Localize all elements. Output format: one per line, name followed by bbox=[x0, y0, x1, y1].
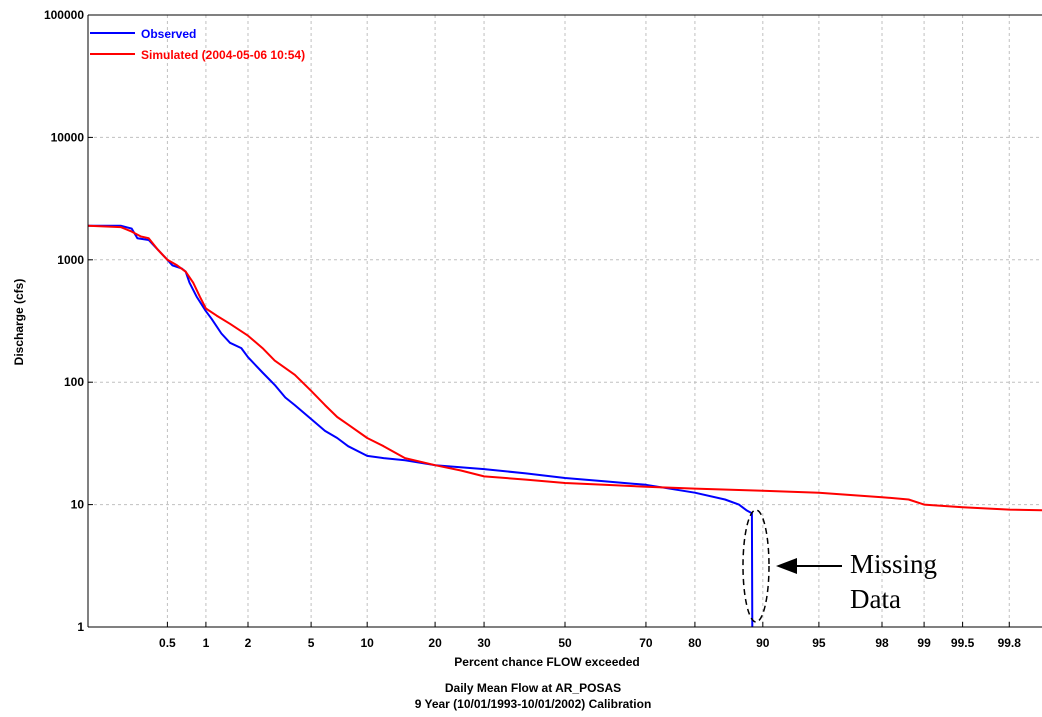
x-tick-label: 99.8 bbox=[998, 636, 1022, 650]
series-lines bbox=[87, 224, 1042, 628]
annotation-arrowhead bbox=[776, 558, 797, 574]
y-tick-label: 100000 bbox=[44, 8, 84, 22]
y-tick-label: 100 bbox=[64, 375, 84, 389]
x-tick-label: 95 bbox=[812, 636, 826, 650]
missing-data-ellipse bbox=[742, 509, 770, 623]
y-axis-title: Discharge (cfs) bbox=[12, 279, 26, 366]
legend-label-observed: Observed bbox=[141, 27, 196, 41]
y-tick-label: 10 bbox=[71, 498, 85, 512]
annotation-text-line1: Missing bbox=[850, 549, 937, 579]
x-tick-label: 20 bbox=[428, 636, 442, 650]
x-tick-label: 2 bbox=[245, 636, 252, 650]
y-tick-label: 1000 bbox=[57, 253, 84, 267]
series-line-simulated bbox=[87, 224, 1042, 512]
grid bbox=[88, 14, 1042, 628]
x-tick-label: 50 bbox=[558, 636, 572, 650]
x-tick-label: 90 bbox=[756, 636, 770, 650]
missing-data-annotation: Missing Data bbox=[742, 509, 937, 623]
annotation-text-line2: Data bbox=[850, 584, 901, 614]
y-tick-labels: 1 10 100 1000 10000 100000 bbox=[44, 8, 84, 634]
series-line-observed bbox=[88, 224, 754, 628]
x-tick-label: 80 bbox=[688, 636, 702, 650]
legend: Observed Simulated (2004-05-06 10:54) bbox=[90, 27, 305, 62]
x-tick-label: 99.5 bbox=[951, 636, 975, 650]
legend-label-simulated: Simulated (2004-05-06 10:54) bbox=[141, 48, 305, 62]
x-axis-title: Percent chance FLOW exceeded bbox=[454, 655, 639, 669]
x-tick-label: 1 bbox=[203, 636, 210, 650]
y-tick-label: 1 bbox=[77, 620, 84, 634]
x-tick-label: 5 bbox=[308, 636, 315, 650]
x-tick-labels: 0.5 1 2 5 10 20 30 50 70 80 90 95 98 99 99.5 99.8 bbox=[159, 636, 1021, 650]
y-tick-label: 10000 bbox=[51, 130, 85, 144]
x-tick-label: 30 bbox=[477, 636, 491, 650]
chart-title: Daily Mean Flow at AR_POSAS bbox=[445, 681, 621, 695]
x-tick-label: 98 bbox=[875, 636, 889, 650]
x-tick-label: 99 bbox=[917, 636, 931, 650]
x-tick-label: 10 bbox=[361, 636, 375, 650]
chart-subtitle: 9 Year (10/01/1993-10/01/2002) Calibrati… bbox=[415, 697, 652, 711]
x-tick-label: 0.5 bbox=[159, 636, 176, 650]
x-tick-label: 70 bbox=[639, 636, 653, 650]
